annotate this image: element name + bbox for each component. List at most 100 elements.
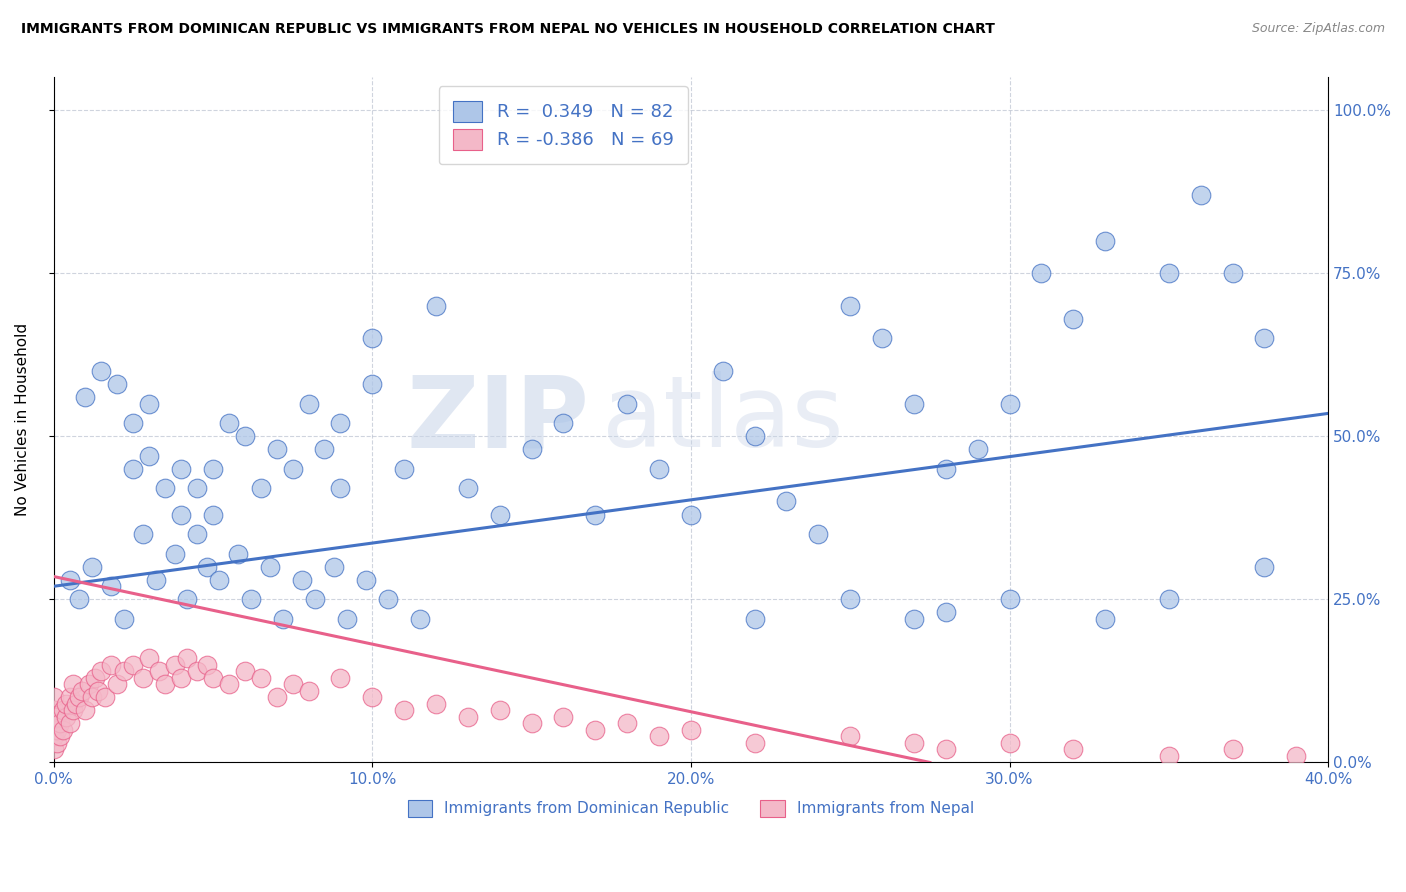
Point	[75, 703, 97, 717]
Point	[148, 664, 170, 678]
Point	[903, 396, 925, 410]
Point	[903, 736, 925, 750]
Point	[138, 449, 160, 463]
Point	[1253, 559, 1275, 574]
Point	[112, 612, 135, 626]
Point	[42, 690, 65, 705]
Point	[488, 703, 510, 717]
Point	[42, 742, 65, 756]
Point	[392, 462, 415, 476]
Point	[153, 482, 176, 496]
Point	[176, 592, 198, 607]
Point	[218, 416, 240, 430]
Point	[100, 657, 122, 672]
Point	[233, 664, 256, 678]
Point	[377, 592, 399, 607]
Point	[361, 331, 384, 345]
Point	[80, 559, 103, 574]
Point	[249, 482, 271, 496]
Point	[304, 592, 326, 607]
Point	[616, 716, 638, 731]
Point	[281, 677, 304, 691]
Point	[163, 547, 186, 561]
Point	[744, 429, 766, 443]
Point	[520, 442, 543, 457]
Point	[233, 429, 256, 443]
Point	[457, 710, 479, 724]
Point	[266, 690, 288, 705]
Point	[1222, 742, 1244, 756]
Point	[58, 690, 80, 705]
Point	[58, 716, 80, 731]
Point	[281, 462, 304, 476]
Point	[903, 612, 925, 626]
Point	[266, 442, 288, 457]
Point	[62, 703, 84, 717]
Point	[616, 396, 638, 410]
Text: Source: ZipAtlas.com: Source: ZipAtlas.com	[1251, 22, 1385, 36]
Text: IMMIGRANTS FROM DOMINICAN REPUBLIC VS IMMIGRANTS FROM NEPAL NO VEHICLES IN HOUSE: IMMIGRANTS FROM DOMINICAN REPUBLIC VS IM…	[21, 22, 995, 37]
Point	[186, 482, 208, 496]
Point	[839, 299, 862, 313]
Point	[935, 742, 957, 756]
Point	[42, 716, 65, 731]
Point	[361, 690, 384, 705]
Point	[100, 579, 122, 593]
Point	[170, 671, 193, 685]
Point	[488, 508, 510, 522]
Point	[583, 508, 606, 522]
Point	[170, 508, 193, 522]
Point	[49, 729, 72, 743]
Point	[132, 527, 155, 541]
Point	[259, 559, 281, 574]
Point	[186, 527, 208, 541]
Point	[186, 664, 208, 678]
Point	[93, 690, 115, 705]
Point	[228, 547, 250, 561]
Point	[72, 683, 94, 698]
Point	[176, 651, 198, 665]
Point	[839, 592, 862, 607]
Point	[1222, 266, 1244, 280]
Point	[1031, 266, 1053, 280]
Point	[425, 697, 447, 711]
Point	[145, 573, 167, 587]
Point	[679, 723, 702, 737]
Point	[132, 671, 155, 685]
Point	[138, 396, 160, 410]
Point	[679, 508, 702, 522]
Point	[1253, 331, 1275, 345]
Point	[208, 573, 231, 587]
Point	[249, 671, 271, 685]
Point	[62, 677, 84, 691]
Point	[52, 703, 75, 717]
Text: atlas: atlas	[602, 371, 844, 468]
Point	[55, 710, 77, 724]
Point	[271, 612, 294, 626]
Point	[122, 416, 145, 430]
Point	[839, 729, 862, 743]
Point	[323, 559, 346, 574]
Point	[870, 331, 893, 345]
Point	[58, 573, 80, 587]
Point	[966, 442, 988, 457]
Point	[1062, 311, 1084, 326]
Point	[520, 716, 543, 731]
Point	[240, 592, 263, 607]
Point	[170, 462, 193, 476]
Point	[105, 377, 128, 392]
Point	[1094, 612, 1116, 626]
Point	[336, 612, 359, 626]
Point	[329, 482, 352, 496]
Point	[163, 657, 186, 672]
Point	[201, 462, 224, 476]
Point	[122, 462, 145, 476]
Point	[648, 462, 671, 476]
Point	[45, 736, 67, 750]
Point	[935, 462, 957, 476]
Point	[195, 559, 218, 574]
Point	[329, 671, 352, 685]
Point	[67, 592, 90, 607]
Point	[711, 364, 734, 378]
Point	[42, 703, 65, 717]
